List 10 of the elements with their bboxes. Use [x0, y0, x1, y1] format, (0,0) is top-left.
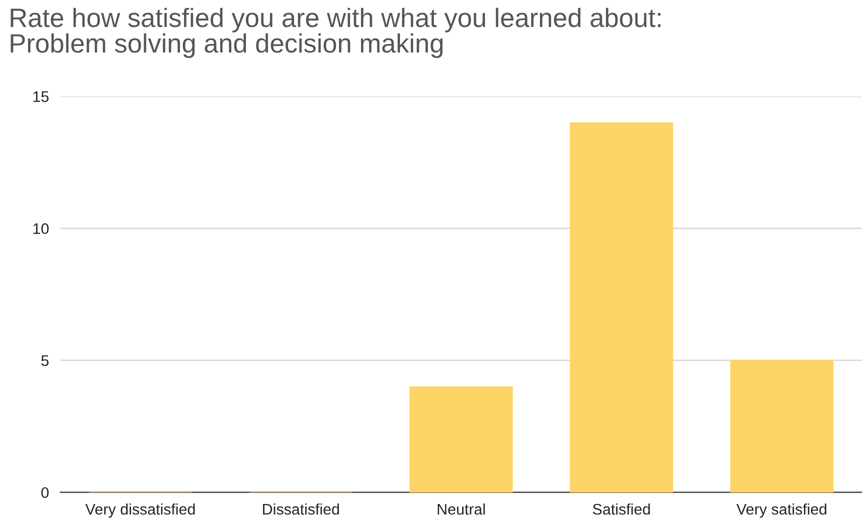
y-tick-label: 15	[33, 91, 49, 102]
y-tick-label: 0	[41, 487, 49, 498]
x-tick-label: Very satisfied	[736, 503, 826, 518]
y-tick-label: 10	[33, 223, 49, 234]
y-tick-label: 5	[41, 355, 49, 366]
x-tick-label: Dissatisfied	[263, 503, 339, 515]
chart-title: Rate how satisfied you are with what you learned about: Problem solving and decision making	[10, 8, 660, 58]
x-tick-label: Very dissatisfied	[85, 503, 195, 518]
x-tick-label: Satisfied	[592, 503, 650, 515]
x-tick-label: Neutral	[438, 503, 485, 515]
